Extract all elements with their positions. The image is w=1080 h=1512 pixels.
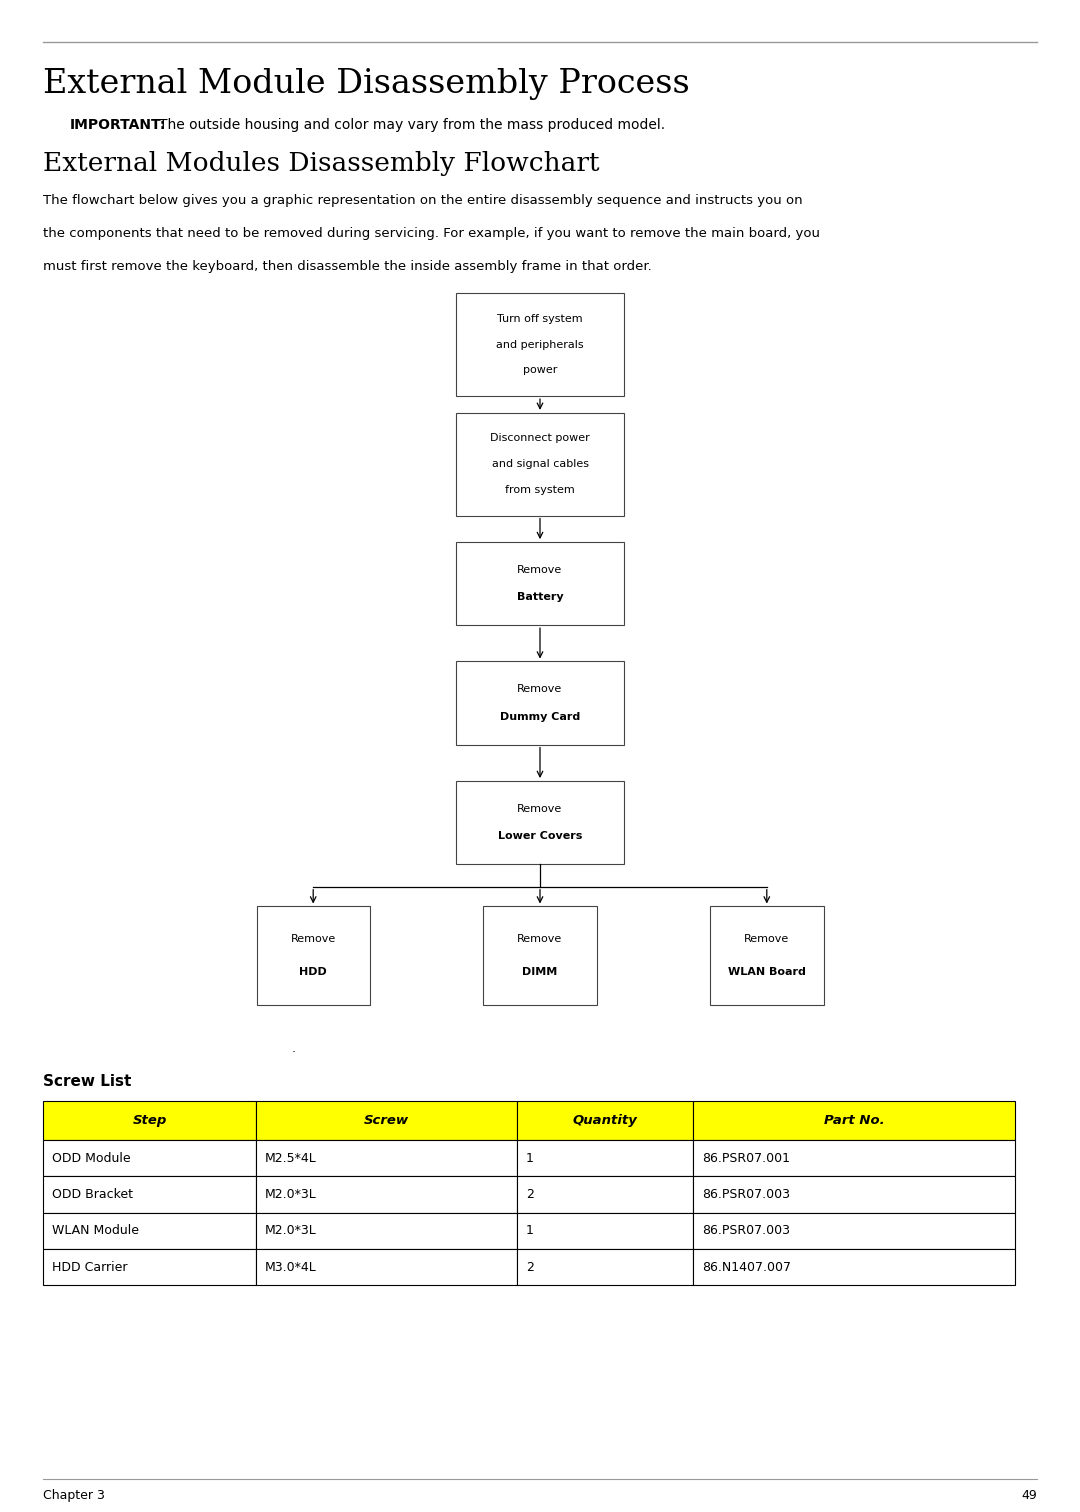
Text: 2: 2 (526, 1261, 534, 1273)
Text: and peripherals: and peripherals (496, 340, 584, 349)
Text: The flowchart below gives you a graphic representation on the entire disassembly: The flowchart below gives you a graphic … (43, 194, 802, 207)
Bar (517, 1101, 693, 1140)
Bar (43, 1140, 256, 1176)
Text: DIMM: DIMM (523, 968, 557, 977)
Text: M3.0*4L: M3.0*4L (265, 1261, 316, 1273)
Text: 86.PSR07.003: 86.PSR07.003 (702, 1188, 789, 1201)
Bar (457, 661, 624, 744)
Text: M2.0*3L: M2.0*3L (265, 1225, 316, 1237)
Text: .: . (292, 1042, 296, 1055)
Text: 1: 1 (526, 1152, 534, 1164)
Bar (457, 541, 624, 626)
Text: 2: 2 (526, 1188, 534, 1201)
Bar (43, 1213, 256, 1249)
Bar (693, 1101, 1015, 1140)
Text: Disconnect power: Disconnect power (490, 434, 590, 443)
Text: HDD Carrier: HDD Carrier (52, 1261, 127, 1273)
Text: 86.N1407.007: 86.N1407.007 (702, 1261, 791, 1273)
Text: External Module Disassembly Process: External Module Disassembly Process (43, 68, 690, 100)
Text: Quantity: Quantity (572, 1114, 637, 1126)
Bar (517, 1176, 693, 1213)
Text: IMPORTANT:: IMPORTANT: (70, 118, 166, 132)
Text: ODD Module: ODD Module (52, 1152, 131, 1164)
Bar (457, 413, 624, 516)
Bar (43, 1176, 256, 1213)
Text: from system: from system (505, 485, 575, 494)
Text: Lower Covers: Lower Covers (498, 832, 582, 841)
Text: 86.PSR07.003: 86.PSR07.003 (702, 1225, 789, 1237)
Text: the components that need to be removed during servicing. For example, if you wan: the components that need to be removed d… (43, 227, 820, 240)
Text: WLAN Board: WLAN Board (728, 968, 806, 977)
Bar (256, 1249, 517, 1285)
Text: 1: 1 (526, 1225, 534, 1237)
Text: ODD Bracket: ODD Bracket (52, 1188, 133, 1201)
Bar (256, 1140, 517, 1176)
Bar (256, 1213, 517, 1249)
Bar (693, 1213, 1015, 1249)
Text: Step: Step (133, 1114, 166, 1126)
Text: HDD: HDD (299, 968, 327, 977)
Text: Remove: Remove (517, 685, 563, 694)
Text: must first remove the keyboard, then disassemble the inside assembly frame in th: must first remove the keyboard, then dis… (43, 260, 652, 274)
Bar (457, 782, 624, 865)
Bar (693, 1176, 1015, 1213)
Bar (257, 906, 369, 1005)
Text: M2.0*3L: M2.0*3L (265, 1188, 316, 1201)
Text: Remove: Remove (517, 804, 563, 813)
Bar (517, 1140, 693, 1176)
Text: 49: 49 (1021, 1489, 1037, 1503)
Text: Battery: Battery (516, 593, 564, 602)
Bar (256, 1101, 517, 1140)
Text: and signal cables: and signal cables (491, 460, 589, 469)
Bar (43, 1101, 256, 1140)
Text: Screw: Screw (364, 1114, 409, 1126)
Bar (43, 1249, 256, 1285)
Text: 86.PSR07.001: 86.PSR07.001 (702, 1152, 789, 1164)
Bar (484, 906, 597, 1005)
Bar (693, 1140, 1015, 1176)
Text: power: power (523, 366, 557, 375)
Bar (693, 1249, 1015, 1285)
Text: Remove: Remove (517, 934, 563, 943)
Text: WLAN Module: WLAN Module (52, 1225, 139, 1237)
Text: External Modules Disassembly Flowchart: External Modules Disassembly Flowchart (43, 151, 599, 177)
Bar (711, 906, 824, 1005)
Text: Screw List: Screw List (43, 1074, 132, 1089)
Bar (517, 1249, 693, 1285)
Text: M2.5*4L: M2.5*4L (265, 1152, 316, 1164)
Bar (517, 1213, 693, 1249)
Text: Turn off system: Turn off system (497, 314, 583, 324)
Text: Remove: Remove (517, 565, 563, 575)
Bar (256, 1176, 517, 1213)
Text: Dummy Card: Dummy Card (500, 712, 580, 721)
Bar (457, 293, 624, 396)
Text: Chapter 3: Chapter 3 (43, 1489, 105, 1503)
Text: The outside housing and color may vary from the mass produced model.: The outside housing and color may vary f… (159, 118, 665, 132)
Text: Part No.: Part No. (824, 1114, 885, 1126)
Text: Remove: Remove (291, 934, 336, 943)
Text: Remove: Remove (744, 934, 789, 943)
